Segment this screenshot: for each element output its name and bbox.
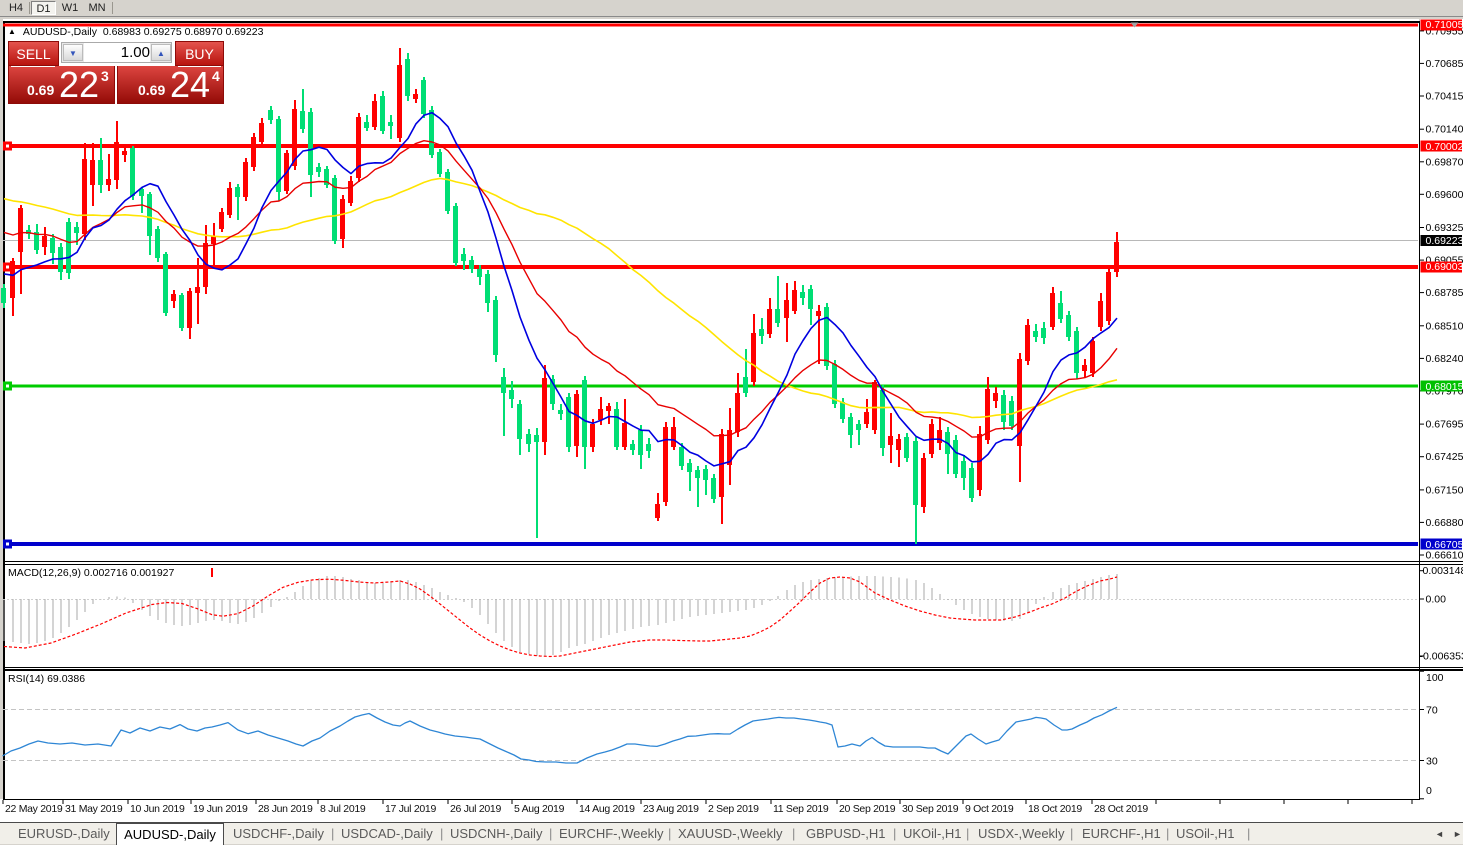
svg-text:10 Jun 2019: 10 Jun 2019 xyxy=(130,803,185,815)
svg-text:-0.006353: -0.006353 xyxy=(1420,651,1463,663)
svg-text:11 Sep 2019: 11 Sep 2019 xyxy=(773,803,829,815)
svg-text:9 Oct 2019: 9 Oct 2019 xyxy=(965,803,1014,815)
svg-text:17 Jul 2019: 17 Jul 2019 xyxy=(385,803,436,815)
svg-text:0.67695: 0.67695 xyxy=(1426,419,1463,431)
svg-text:0.70415: 0.70415 xyxy=(1426,91,1463,103)
svg-text:28 Oct 2019: 28 Oct 2019 xyxy=(1094,803,1148,815)
svg-text:20 Sep 2019: 20 Sep 2019 xyxy=(839,803,896,815)
svg-text:0.003148: 0.003148 xyxy=(1423,565,1463,577)
svg-text:0.70002: 0.70002 xyxy=(1426,141,1463,153)
svg-text:0.70685: 0.70685 xyxy=(1426,58,1463,70)
svg-text:0.69003: 0.69003 xyxy=(1426,261,1463,273)
svg-text:0.68785: 0.68785 xyxy=(1426,287,1463,299)
svg-text:8 Jul 2019: 8 Jul 2019 xyxy=(320,803,366,815)
svg-text:0.67425: 0.67425 xyxy=(1426,451,1463,463)
svg-text:0.66880: 0.66880 xyxy=(1426,517,1463,529)
svg-text:2 Sep 2019: 2 Sep 2019 xyxy=(708,803,759,815)
svg-text:0.70140: 0.70140 xyxy=(1426,124,1463,136)
svg-text:30: 30 xyxy=(1426,756,1438,768)
svg-text:0.66610: 0.66610 xyxy=(1426,550,1463,562)
svg-text:0.69325: 0.69325 xyxy=(1426,222,1463,234)
svg-text:19 Jun 2019: 19 Jun 2019 xyxy=(193,803,248,815)
svg-text:0.69870: 0.69870 xyxy=(1426,156,1463,168)
svg-text:30 Sep 2019: 30 Sep 2019 xyxy=(902,803,959,815)
svg-text:22 May 2019: 22 May 2019 xyxy=(5,803,63,815)
svg-text:0: 0 xyxy=(1426,785,1432,797)
svg-text:26 Jul 2019: 26 Jul 2019 xyxy=(450,803,501,815)
svg-text:70: 70 xyxy=(1426,705,1438,717)
svg-text:0.68015: 0.68015 xyxy=(1426,381,1463,393)
svg-text:5 Aug 2019: 5 Aug 2019 xyxy=(514,803,565,815)
svg-text:0.68240: 0.68240 xyxy=(1426,353,1463,365)
svg-text:0.67150: 0.67150 xyxy=(1426,484,1463,496)
svg-text:0.71005: 0.71005 xyxy=(1426,19,1463,31)
svg-text:0.69223: 0.69223 xyxy=(1426,235,1463,247)
svg-text:100: 100 xyxy=(1426,672,1444,684)
svg-text:23 Aug 2019: 23 Aug 2019 xyxy=(643,803,699,815)
svg-text:0.66705: 0.66705 xyxy=(1426,539,1463,551)
svg-text:0.68510: 0.68510 xyxy=(1426,320,1463,332)
svg-text:14 Aug 2019: 14 Aug 2019 xyxy=(579,803,635,815)
svg-text:28 Jun 2019: 28 Jun 2019 xyxy=(258,803,313,815)
svg-text:0.69600: 0.69600 xyxy=(1426,189,1463,201)
svg-text:0.00: 0.00 xyxy=(1426,594,1447,606)
svg-text:31 May 2019: 31 May 2019 xyxy=(65,803,123,815)
svg-text:18 Oct 2019: 18 Oct 2019 xyxy=(1028,803,1082,815)
